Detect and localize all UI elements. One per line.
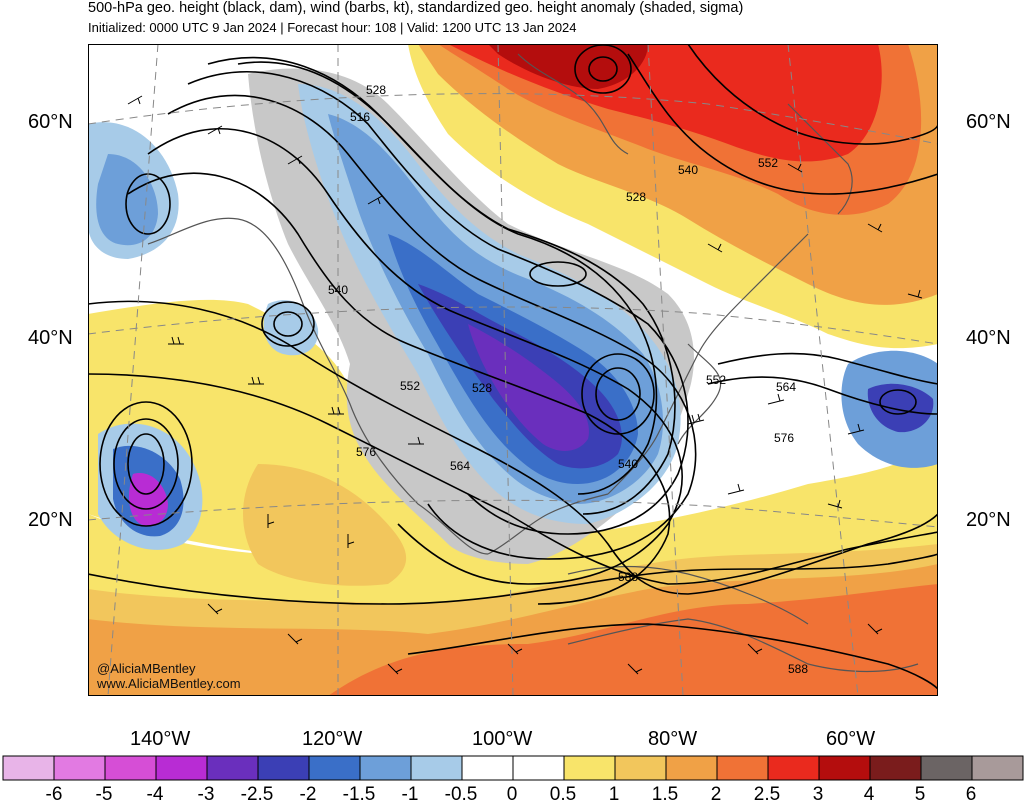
colorbar-swatch: [104, 755, 157, 781]
lon-label-60w: 60°W: [826, 728, 876, 750]
colorbar-swatch: [665, 755, 718, 781]
colorbar-swatch: [512, 755, 565, 781]
colorbar-label: -1: [401, 784, 419, 805]
contour-label: 540: [618, 457, 638, 471]
colorbar-label: -0.5: [444, 784, 478, 805]
anomaly-shade-darkred-north: [488, 44, 648, 89]
colorbar-label: 1.5: [651, 784, 679, 805]
anomaly-shade-purple: [468, 324, 589, 451]
lat-label-60-left: 60°N: [28, 111, 73, 133]
anomaly-shade-atlantic-low-core: [867, 383, 934, 433]
colorbar-swatch: [614, 755, 667, 781]
lon-label-100w: 100°W: [472, 728, 533, 750]
colorbar-label: 3: [812, 784, 824, 805]
colorbar-label: -1.5: [342, 784, 376, 805]
colorbar-swatch: [53, 755, 106, 781]
colorbar-label: 6: [965, 784, 977, 805]
colorbar-label: -4: [146, 784, 164, 805]
colorbar-label: -3: [197, 784, 215, 805]
colorbar-swatch: [767, 755, 820, 781]
colorbar-label: -6: [45, 784, 63, 805]
anomaly-shade-redorange-south: [328, 584, 938, 696]
weather-map: 528 516 540 528 552 540 552 528 576 564 …: [88, 44, 938, 696]
colorbar-swatch: [257, 755, 310, 781]
lat-label-40-left: 40°N: [28, 327, 73, 349]
latlon-grid: [88, 44, 938, 696]
colorbar-label: -2: [299, 784, 317, 805]
wind-barbs: [127, 95, 923, 675]
colorbar-label: 1: [608, 784, 620, 805]
lon-label-80w: 80°W: [648, 728, 698, 750]
lat-label-60-right: 60°N: [966, 111, 1011, 133]
colorbar-swatch: [818, 755, 871, 781]
lat-label-40-right: 40°N: [966, 327, 1011, 349]
lon-label-140w: 140°W: [130, 728, 191, 750]
credit-website: www.AliciaMBentley.com: [97, 676, 241, 691]
coastlines: [147, 53, 919, 673]
colorbar-swatch: [971, 755, 1024, 781]
contour-label: 564: [776, 380, 796, 394]
contour-label: 576: [356, 445, 376, 459]
lat-label-20-right: 20°N: [966, 509, 1011, 531]
colorbar-swatch: [2, 755, 55, 781]
contour-label: 552: [758, 156, 778, 170]
colorbar-swatch: [410, 755, 463, 781]
credit-handle: @AliciaMBentley: [97, 661, 196, 676]
colorbar-label: -2.5: [240, 784, 274, 805]
contour-label: 516: [350, 110, 370, 124]
contour-label: 576: [774, 431, 794, 445]
colorbar-swatch: [869, 755, 922, 781]
colorbar-label: 0: [506, 784, 518, 805]
contour-label: 528: [626, 190, 646, 204]
colorbar-swatch: [563, 755, 616, 781]
contour-label: 528: [366, 83, 386, 97]
map-title: 500-hPa geo. height (black, dam), wind (…: [88, 0, 744, 16]
colorbar-swatch: [716, 755, 769, 781]
contour-label: 540: [678, 163, 698, 177]
contour-label: 552: [400, 379, 420, 393]
colorbar-swatch: [155, 755, 208, 781]
map-frame: [88, 44, 938, 696]
colorbar-swatch: [308, 755, 361, 781]
contour-label: 528: [472, 381, 492, 395]
contour-label: 540: [328, 283, 348, 297]
map-subtitle: Initialized: 0000 UTC 9 Jan 2024 | Forec…: [88, 20, 577, 35]
lon-label-120w: 120°W: [302, 728, 363, 750]
contour-label: 588: [618, 570, 638, 584]
colorbar-swatch: [461, 755, 514, 781]
contour-label: 588: [788, 662, 808, 676]
anomaly-colorbar: [2, 755, 1024, 781]
anomaly-shade-blue-gulf-inner: [96, 154, 158, 246]
colorbar-label: 2.5: [753, 784, 781, 805]
colorbar-swatch: [359, 755, 412, 781]
contour-label: 564: [450, 459, 470, 473]
colorbar-label: -5: [95, 784, 113, 805]
contour-label: 552: [706, 373, 726, 387]
colorbar-label: 4: [863, 784, 875, 805]
colorbar-swatch: [206, 755, 259, 781]
colorbar-label: 0.5: [549, 784, 577, 805]
colorbar-swatch: [920, 755, 973, 781]
anomaly-shade-lightorange-west: [243, 464, 407, 586]
lat-label-20-left: 20°N: [28, 509, 73, 531]
colorbar-label: 2: [710, 784, 722, 805]
colorbar-label: 5: [914, 784, 926, 805]
